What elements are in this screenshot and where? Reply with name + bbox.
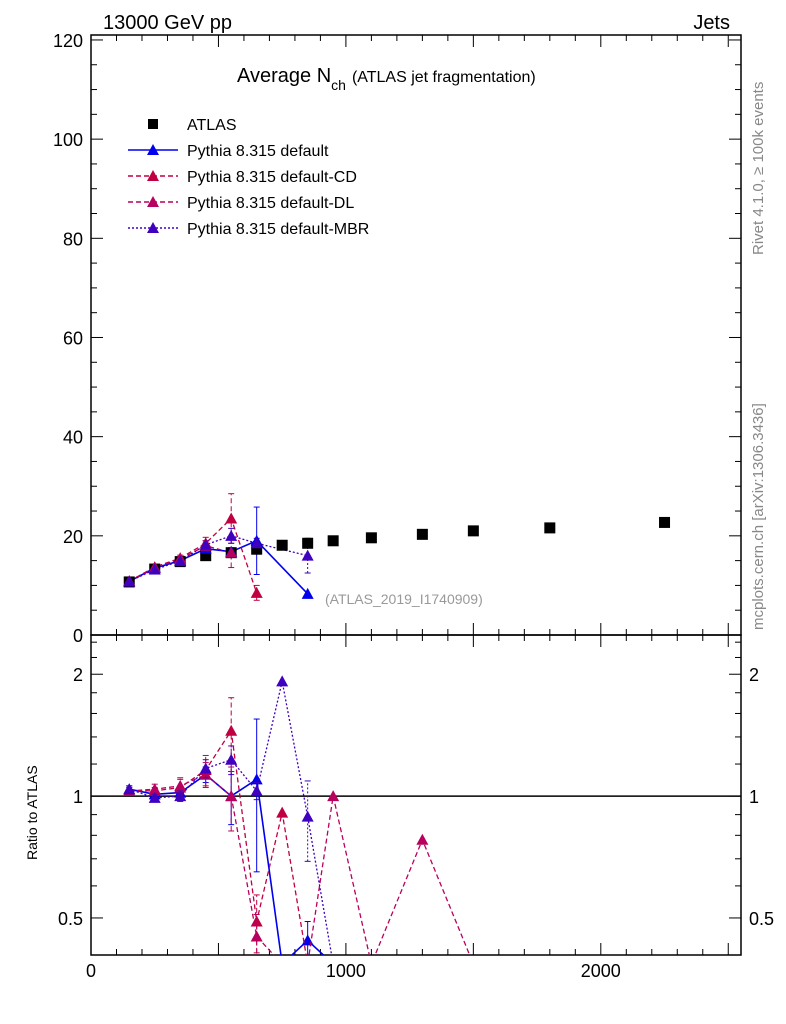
header-right: Jets [693, 12, 730, 34]
ratio-point [327, 790, 340, 802]
data-point [365, 532, 377, 544]
ratio-y-tick-label: 2 [73, 665, 83, 685]
ratio-point [148, 783, 161, 795]
legend-label: Pythia 8.315 default-DL [187, 195, 354, 212]
ratio-y-tick-label: 1 [73, 787, 83, 807]
title-sub: ch [331, 77, 346, 93]
ratio-point [123, 783, 136, 795]
series-point [148, 563, 161, 575]
legend-label: Pythia 8.315 default-MBR [187, 221, 369, 238]
y-tick-label: 0 [73, 626, 83, 646]
ratio-frame [90, 634, 742, 956]
series-point [301, 587, 314, 599]
ratio-point [199, 762, 212, 774]
data-point [276, 539, 288, 551]
series-point [123, 575, 136, 587]
series-point [250, 586, 263, 598]
ratio-y-tick-label-right: 0.5 [749, 909, 774, 929]
legend-label: Pythia 8.315 default [187, 143, 329, 160]
ratio-point [276, 675, 289, 687]
legend-marker [147, 222, 159, 233]
legend-marker [147, 196, 159, 207]
title-main: Average N [237, 65, 331, 87]
legend-marker [147, 170, 159, 181]
ratio-point [225, 724, 238, 736]
ratio-point [174, 779, 187, 791]
legend-marker-atlas [148, 119, 158, 129]
y-tick-label: 120 [53, 31, 83, 51]
legend-marker [147, 144, 159, 155]
ratio-series-line [129, 773, 471, 955]
ratio-point [225, 790, 238, 802]
y-tick-label: 40 [63, 428, 83, 448]
ratio-y-tick-label-right: 2 [749, 665, 759, 685]
data-point [200, 550, 212, 562]
x-tick-label: 2000 [581, 961, 621, 981]
data-point [544, 522, 556, 534]
ratio-point [199, 768, 212, 780]
data-point [416, 528, 428, 540]
data-point [251, 543, 263, 555]
ratio-ylabel: Ratio to ATLAS [24, 765, 40, 860]
ratio-point [250, 773, 263, 785]
chart-title: Average Nch (ATLAS jet fragmentation) [237, 65, 536, 93]
y-tick-label: 100 [53, 130, 83, 150]
series-point [250, 537, 263, 549]
legend: ATLAS Pythia 8.315 default Pythia 8.315 de… [128, 117, 369, 238]
legend-label-atlas: ATLAS [187, 117, 237, 134]
analysis-label: (ATLAS_2019_I1740909) [325, 591, 483, 607]
ratio-point [276, 806, 289, 818]
ratio-series-line [129, 728, 307, 955]
ratio-point [225, 753, 238, 765]
ratio-y-tick-label-right: 1 [749, 787, 759, 807]
ratio-series-group [123, 675, 471, 955]
header-left: 13000 GeV pp [103, 12, 232, 34]
main-series-group [123, 493, 671, 601]
ratio-point [148, 791, 161, 803]
ratio-point [416, 833, 429, 845]
mcplots-label: mcplots.cern.ch [arXiv:1306.3436] [750, 403, 767, 630]
ratio-point [174, 790, 187, 802]
ratio-point [250, 930, 263, 942]
series-point [225, 512, 238, 524]
data-point [327, 535, 339, 547]
x-tick-label: 0 [86, 961, 96, 981]
data-point [302, 537, 314, 549]
y-tick-label: 80 [63, 229, 83, 249]
series-line [128, 545, 232, 582]
series-point [301, 549, 314, 561]
y-tick-label: 20 [63, 527, 83, 547]
series-point [199, 538, 212, 550]
data-point [659, 516, 671, 528]
x-tick-label: 1000 [326, 961, 366, 981]
ratio-y-tick-label: 0.5 [58, 909, 83, 929]
legend-label: Pythia 8.315 default-CD [187, 169, 357, 186]
ratio-plot: 0 1000 2000 0.5 0.5 1 1 2 2 [58, 634, 774, 981]
series-point [225, 546, 238, 558]
series-point [225, 529, 238, 541]
ratio-point [301, 810, 314, 822]
series-point [174, 555, 187, 567]
title-rest: (ATLAS jet fragmentation) [352, 69, 536, 86]
data-point [467, 525, 479, 537]
y-tick-label: 60 [63, 328, 83, 348]
rivet-label: Rivet 4.1.0, ≥ 100k events [750, 82, 767, 255]
ratio-point [250, 784, 263, 796]
series-line [128, 517, 258, 594]
